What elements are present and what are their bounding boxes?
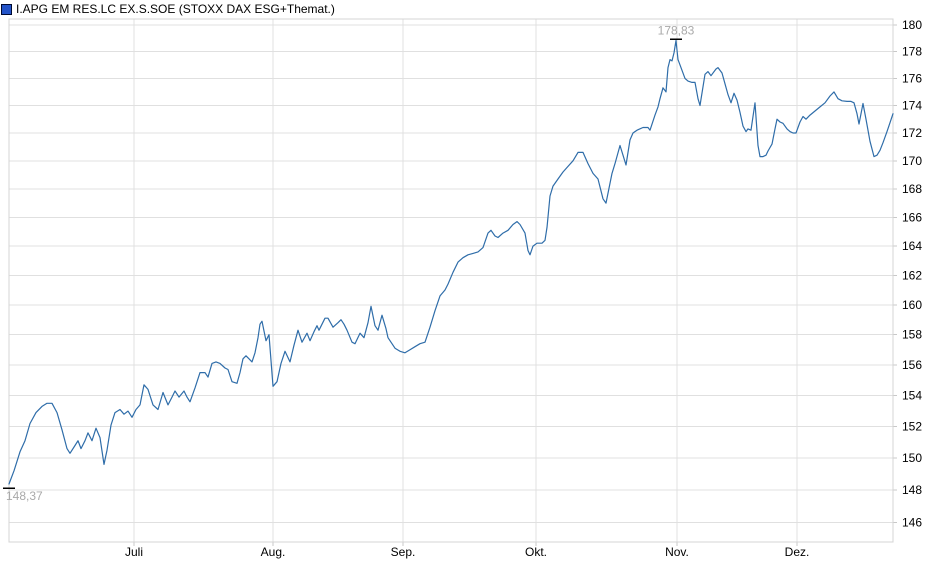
plot-border xyxy=(8,18,894,543)
chart-legend: I.APG EM RES.LC EX.S.SOE (STOXX DAX ESG+… xyxy=(1,1,335,17)
y-axis-label: 148 xyxy=(902,483,922,497)
x-axis-label: Sep. xyxy=(391,545,416,559)
y-axis-label: 174 xyxy=(902,99,922,113)
chart-title: I.APG EM RES.LC EX.S.SOE (STOXX DAX ESG+… xyxy=(16,2,335,16)
y-axis-label: 172 xyxy=(902,126,922,140)
annotation-value-label: 148,37 xyxy=(6,489,43,503)
y-axis-label: 178 xyxy=(902,45,922,59)
y-axis-label: 160 xyxy=(902,298,922,312)
y-axis-label: 162 xyxy=(902,268,922,282)
x-axis-label: Juli xyxy=(125,545,143,559)
y-axis-label: 180 xyxy=(902,18,922,32)
y-axis-label: 154 xyxy=(902,389,922,403)
series-swatch-icon xyxy=(1,4,12,15)
y-axis-label: 176 xyxy=(902,71,922,85)
y-axis-label: 168 xyxy=(902,182,922,196)
y-axis-label: 150 xyxy=(902,451,922,465)
x-axis-label: Okt. xyxy=(525,545,547,559)
x-axis-label: Aug. xyxy=(261,545,286,559)
x-axis-label: Dez. xyxy=(785,545,810,559)
y-axis-label: 156 xyxy=(902,358,922,372)
y-axis-label: 164 xyxy=(902,239,922,253)
annotation-value-label: 178,83 xyxy=(658,23,695,37)
x-axis-label: Nov. xyxy=(665,545,689,559)
price-line xyxy=(8,39,894,485)
y-axis-label: 152 xyxy=(902,420,922,434)
y-axis-label: 158 xyxy=(902,328,922,342)
y-axis-label: 146 xyxy=(902,515,922,529)
y-axis-label: 166 xyxy=(902,210,922,224)
y-axis-label: 170 xyxy=(902,154,922,168)
